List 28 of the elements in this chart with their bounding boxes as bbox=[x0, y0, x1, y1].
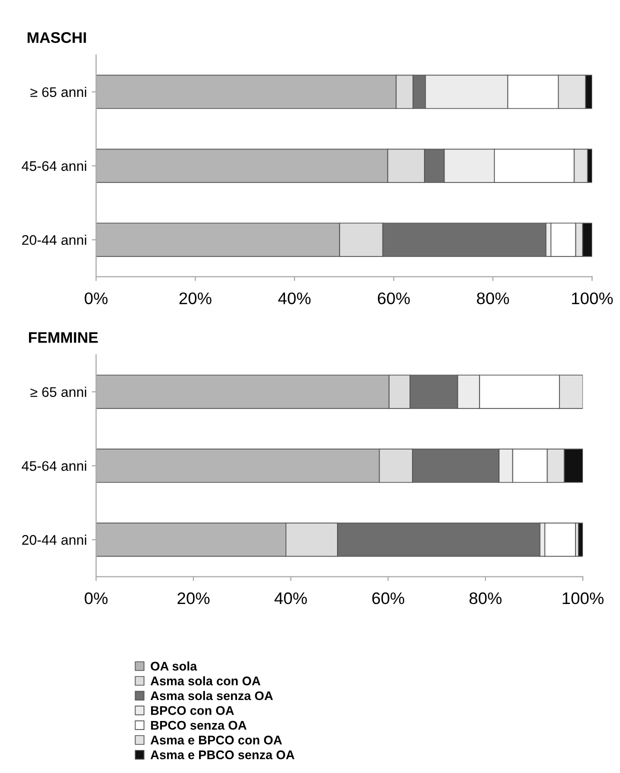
x-tick-label: 20% bbox=[179, 292, 212, 304]
legend-label: BPCO senza OA bbox=[151, 720, 246, 730]
x-tick-label: 100% bbox=[562, 592, 604, 604]
x-tick-label: 60% bbox=[372, 592, 404, 604]
legend-label: BPCO con OA bbox=[151, 706, 234, 715]
legend-label: Asma sola senza OA bbox=[150, 690, 273, 700]
legend-label: OA sola bbox=[150, 661, 198, 671]
y-tick-label: 45-64 anni bbox=[22, 160, 86, 171]
y-tick-label: 45-64 anni bbox=[22, 460, 86, 471]
x-tick-label: 80% bbox=[476, 292, 509, 304]
x-tick-label: 100% bbox=[572, 292, 613, 304]
legend-label: Asma sola con OA bbox=[150, 676, 260, 686]
x-tick-label: 60% bbox=[378, 292, 410, 304]
y-tick-label: ≥ 65 anni bbox=[30, 386, 86, 397]
bar bbox=[578, 522, 583, 557]
x-tick-label: 40% bbox=[278, 292, 311, 304]
chart-title: FEMMINE bbox=[28, 332, 98, 343]
x-tick-label: 40% bbox=[274, 592, 307, 604]
chart-title: MASCHI bbox=[28, 32, 86, 43]
y-tick-label: 20-44 anni bbox=[22, 534, 86, 545]
x-tick-label: 0% bbox=[84, 292, 108, 304]
y-tick-label: 20-44 anni bbox=[22, 234, 86, 245]
x-tick-label: 80% bbox=[470, 592, 502, 604]
legend-label: Asma e BPCO con OA bbox=[150, 736, 282, 744]
x-tick-label: 0% bbox=[84, 592, 108, 604]
x-tick-label: 20% bbox=[178, 592, 210, 604]
legend-label: Asma e PBCO senza OA bbox=[150, 750, 294, 760]
y-tick-label: ≥ 65 anni bbox=[30, 86, 86, 98]
